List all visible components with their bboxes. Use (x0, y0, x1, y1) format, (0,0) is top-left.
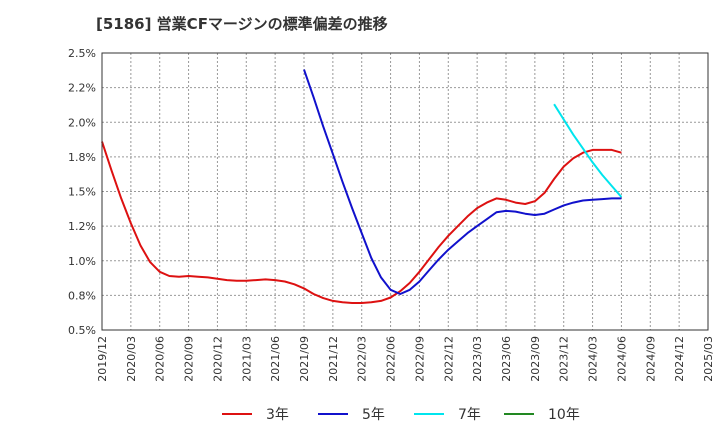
y-tick-label: 1.8% (68, 151, 96, 164)
y-tick-label: 1.2% (68, 220, 96, 233)
legend-label-4: 10年 (548, 407, 580, 423)
x-tick-label: 2019/12 (96, 336, 109, 382)
x-tick-label: 2023/06 (500, 336, 513, 382)
series-line-2 (303, 69, 622, 295)
x-tick-label: 2021/12 (327, 336, 340, 382)
x-tick-label: 2020/12 (211, 336, 224, 382)
x-tick-label: 2020/09 (183, 336, 196, 382)
x-tick-label: 2024/09 (644, 336, 657, 382)
series-line-1 (101, 141, 622, 304)
chart-title: [5186] 営業CFマージンの標準偏差の推移 (96, 15, 388, 33)
y-axis: 0.5% 0.8% 1.0% 1.2% 1.5% 1.8% 2.0% 2.2% 2.5% (68, 47, 96, 337)
series-line-3 (553, 103, 623, 198)
x-tick-label: 2021/09 (298, 336, 311, 382)
x-tick-label: 2024/12 (673, 336, 686, 382)
x-tick-label: 2022/06 (385, 336, 398, 382)
x-tick-label: 2024/03 (587, 336, 600, 382)
legend-label-3: 7年 (458, 407, 481, 423)
legend-label-1: 3年 (266, 407, 289, 423)
legend-label-2: 5年 (362, 407, 385, 423)
y-tick-label: 2.2% (68, 82, 96, 95)
x-tick-label: 2023/09 (529, 336, 542, 382)
x-tick-label: 2023/03 (471, 336, 484, 382)
x-axis: 2019/12 2020/03 2020/06 2020/09 2020/12 2021/… (96, 336, 715, 382)
grid-layer (102, 53, 708, 330)
series-layer (101, 69, 623, 304)
plot-frame (101, 52, 709, 331)
x-tick-label: 2022/03 (356, 336, 369, 382)
x-tick-label: 2020/03 (125, 336, 138, 382)
y-tick-label: 2.5% (68, 47, 96, 60)
y-tick-label: 1.5% (68, 186, 96, 199)
y-tick-label: 0.5% (68, 324, 96, 337)
y-tick-label: 2.0% (68, 116, 96, 129)
x-tick-label: 2021/06 (269, 336, 282, 382)
x-tick-label: 2022/12 (442, 336, 455, 382)
legend: 3年 5年 7年 10年 (222, 407, 580, 423)
y-tick-label: 0.8% (68, 289, 96, 302)
x-tick-label: 2020/06 (154, 336, 167, 382)
x-tick-label: 2023/12 (558, 336, 571, 382)
y-tick-label: 1.0% (68, 255, 96, 268)
x-tick-label: 2021/03 (240, 336, 253, 382)
x-tick-label: 2022/09 (413, 336, 426, 382)
x-tick-label: 2025/03 (702, 336, 715, 382)
x-tick-label: 2024/06 (615, 336, 628, 382)
